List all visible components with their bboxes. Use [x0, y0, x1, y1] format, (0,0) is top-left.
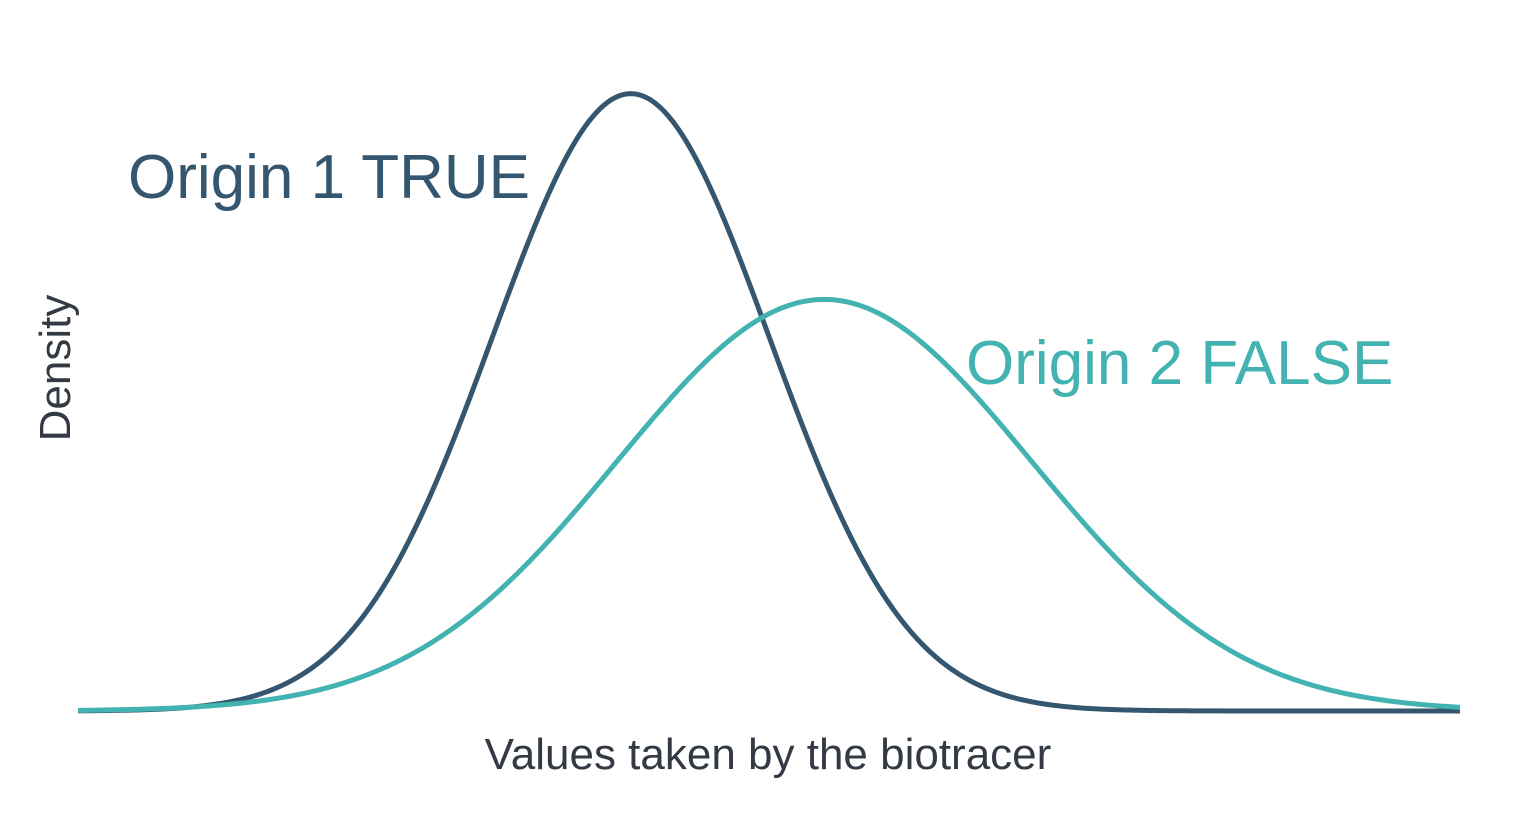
series-line-origin-1: [77, 91, 1460, 714]
series-label-origin-1: Origin 1 TRUE: [128, 143, 530, 212]
series-label-origin-2: Origin 2 FALSE: [966, 329, 1393, 398]
series-line-origin-2: [77, 296, 1461, 713]
x-axis-label: Values taken by the biotracer: [485, 730, 1052, 779]
y-axis-label: Density: [31, 295, 80, 442]
